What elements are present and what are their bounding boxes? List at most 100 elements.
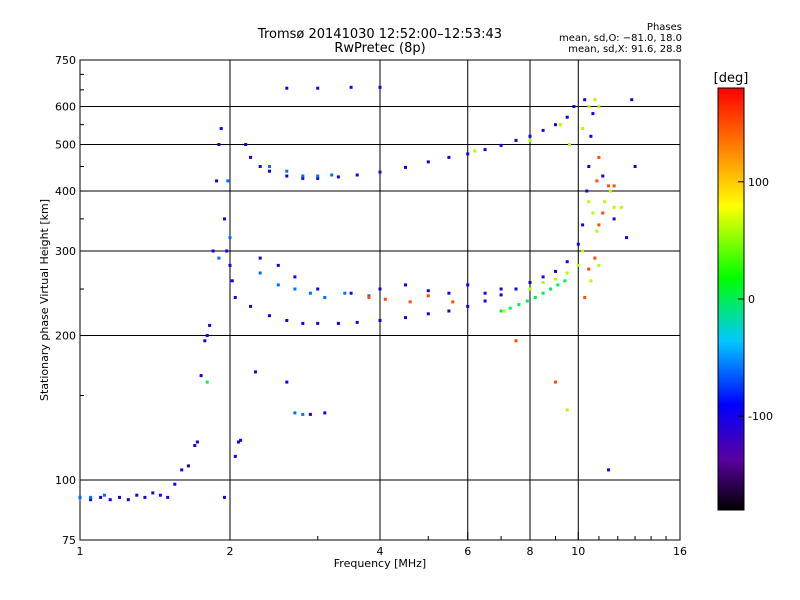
data-point [533, 296, 537, 299]
grid-lines [80, 60, 680, 540]
x-tick-label: 10 [571, 545, 585, 558]
data-point [103, 493, 106, 497]
data-point [219, 127, 223, 130]
data-point [118, 495, 121, 499]
data-point [563, 279, 567, 283]
data-point [355, 173, 359, 177]
data-point [426, 312, 430, 316]
data-point [285, 380, 289, 384]
y-tick-label: 400 [55, 185, 76, 198]
data-point [336, 321, 340, 325]
data-point [126, 498, 130, 502]
data-point [597, 223, 601, 227]
data-point [355, 320, 359, 324]
data-point [301, 412, 305, 416]
data-point [502, 309, 506, 313]
data-point [595, 179, 599, 183]
data-point [589, 279, 593, 283]
data-point [249, 304, 253, 308]
data-point [587, 105, 591, 108]
data-point [226, 179, 230, 183]
data-points [78, 85, 637, 502]
data-point [404, 283, 407, 287]
data-point [583, 98, 587, 102]
data-point [517, 303, 521, 307]
data-point [237, 440, 240, 444]
data-point [612, 217, 616, 221]
data-point [514, 138, 518, 142]
data-point [285, 319, 289, 322]
data-point [587, 165, 591, 168]
x-tick-label: 4 [377, 545, 384, 558]
data-point [268, 314, 271, 318]
data-point [466, 152, 470, 156]
data-point [228, 236, 232, 240]
data-point [528, 138, 532, 142]
data-point [589, 134, 593, 138]
data-point [367, 294, 371, 298]
data-point [581, 127, 585, 130]
data-point [308, 291, 312, 295]
data-point [173, 482, 177, 486]
y-tick-label: 75 [62, 534, 76, 547]
x-tick-label: 8 [527, 545, 534, 558]
y-axis-label: Stationary phase Virtual Height [km] [38, 199, 51, 401]
data-point [158, 493, 162, 497]
data-point [597, 105, 601, 108]
data-point [633, 165, 637, 168]
data-point [223, 495, 226, 499]
data-point [208, 323, 212, 327]
x-axis-label: Frequency [MHz] [334, 557, 426, 570]
data-point [378, 287, 382, 291]
data-point [572, 105, 576, 108]
data-point [499, 309, 503, 313]
y-tick-label: 100 [55, 474, 76, 487]
data-point [565, 271, 569, 275]
data-point [426, 289, 430, 293]
data-point [203, 339, 207, 343]
data-point [558, 123, 562, 127]
data-point [466, 283, 470, 287]
data-point [211, 249, 215, 253]
stats-heading: Phases [646, 22, 682, 33]
data-point [426, 160, 430, 164]
x-tick-label: 2 [227, 545, 234, 558]
data-point [215, 179, 219, 183]
data-point [607, 184, 610, 188]
data-point [343, 291, 347, 295]
data-point [541, 128, 545, 132]
data-point [378, 170, 382, 174]
data-point [473, 149, 477, 153]
y-tick-label: 750 [55, 54, 76, 67]
data-point [404, 316, 407, 320]
data-point [603, 200, 607, 204]
data-point [499, 143, 503, 147]
data-point [268, 165, 271, 168]
data-point [514, 339, 518, 343]
data-point [193, 444, 197, 447]
data-point [195, 440, 199, 444]
data-point [258, 165, 262, 168]
y-tick-label: 300 [55, 245, 76, 258]
data-point [308, 412, 312, 416]
data-point [258, 256, 262, 260]
data-point [556, 283, 560, 287]
data-point [583, 296, 587, 299]
data-point [285, 174, 289, 178]
y-tick-label: 500 [55, 139, 76, 152]
data-point [293, 275, 297, 279]
data-point [630, 98, 634, 102]
data-point [285, 86, 289, 90]
data-point [316, 287, 320, 291]
data-point [514, 287, 518, 291]
data-point [135, 493, 139, 497]
stats-x-mode: mean, sd,X: 91.6, 28.8 [568, 44, 682, 55]
data-point [217, 143, 221, 146]
data-point [244, 143, 248, 146]
data-point [447, 155, 451, 159]
colorbar-ticks: 100 0 -100 [738, 176, 773, 423]
data-point [601, 211, 605, 215]
data-point [612, 184, 616, 188]
x-tick-label: 1 [77, 545, 84, 558]
